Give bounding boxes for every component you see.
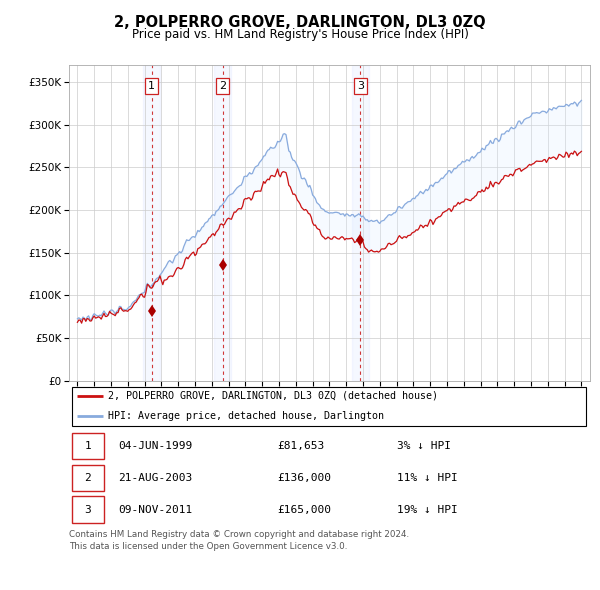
Text: 2, POLPERRO GROVE, DARLINGTON, DL3 0ZQ (detached house): 2, POLPERRO GROVE, DARLINGTON, DL3 0ZQ (…: [108, 391, 438, 401]
Text: Price paid vs. HM Land Registry's House Price Index (HPI): Price paid vs. HM Land Registry's House …: [131, 28, 469, 41]
Bar: [352, 65, 369, 381]
Text: 3% ↓ HPI: 3% ↓ HPI: [397, 441, 451, 451]
Text: 1: 1: [85, 441, 91, 451]
Text: 21-AUG-2003: 21-AUG-2003: [118, 473, 193, 483]
Text: 1: 1: [148, 81, 155, 91]
Bar: [214, 65, 231, 381]
Text: 2, POLPERRO GROVE, DARLINGTON, DL3 0ZQ: 2, POLPERRO GROVE, DARLINGTON, DL3 0ZQ: [114, 15, 486, 30]
Text: £81,653: £81,653: [277, 441, 325, 451]
Text: 3: 3: [85, 505, 91, 514]
Text: 11% ↓ HPI: 11% ↓ HPI: [397, 473, 458, 483]
FancyBboxPatch shape: [71, 432, 104, 460]
Text: 2: 2: [219, 81, 226, 91]
Text: 19% ↓ HPI: 19% ↓ HPI: [397, 505, 458, 514]
Text: 09-NOV-2011: 09-NOV-2011: [118, 505, 193, 514]
Text: HPI: Average price, detached house, Darlington: HPI: Average price, detached house, Darl…: [108, 411, 384, 421]
FancyBboxPatch shape: [71, 388, 586, 425]
Text: £165,000: £165,000: [277, 505, 331, 514]
Text: Contains HM Land Registry data © Crown copyright and database right 2024.
This d: Contains HM Land Registry data © Crown c…: [69, 530, 409, 551]
FancyBboxPatch shape: [71, 464, 104, 491]
FancyBboxPatch shape: [71, 496, 104, 523]
Bar: [143, 65, 160, 381]
Text: £136,000: £136,000: [277, 473, 331, 483]
Text: 3: 3: [357, 81, 364, 91]
Text: 04-JUN-1999: 04-JUN-1999: [118, 441, 193, 451]
Text: 2: 2: [85, 473, 91, 483]
